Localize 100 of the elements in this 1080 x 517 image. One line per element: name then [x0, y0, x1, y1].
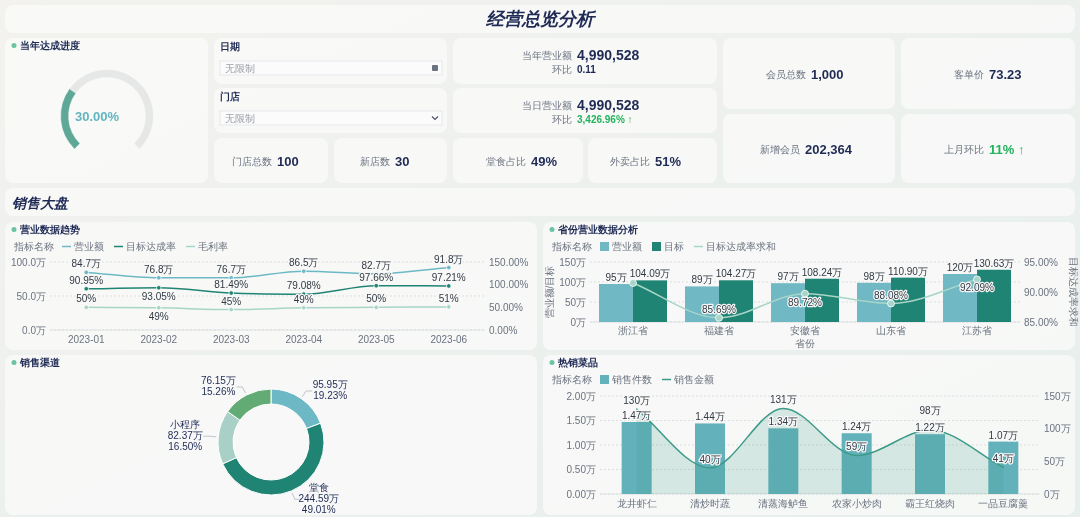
data-label: 1.34万 — [768, 416, 799, 428]
y2-tick-label: 100万 — [1044, 423, 1071, 435]
data-label: 49% — [293, 293, 314, 305]
data-label: 40万 — [699, 453, 721, 465]
x-tick-label: 2023-05 — [357, 334, 396, 345]
data-label: 108.24万 — [801, 266, 843, 278]
y-tick-label: 2.00万 — [566, 390, 596, 402]
y2-tick-label: 150.00% — [489, 256, 529, 268]
data-label: 49% — [148, 310, 169, 322]
data-label: 92.09% — [960, 282, 995, 294]
text: 4,990,528 — [577, 47, 640, 63]
y-axis-title: 营业额/目标 — [544, 265, 555, 319]
bar — [768, 428, 799, 494]
data-label: 45% — [221, 295, 242, 307]
x-tick-label: 2023-04 — [285, 334, 323, 345]
data-label: 97.21% — [431, 271, 466, 283]
data-label: 76.15万 15.26% — [200, 375, 236, 398]
text: 上月环比 — [944, 144, 984, 155]
text: 0.11 — [577, 64, 597, 75]
text: 堂食占比 — [486, 156, 526, 167]
data-label: 89.72% — [788, 296, 823, 308]
data-label: 76.7万 — [216, 263, 246, 275]
x-tick-label: 一品豆腐羹 — [978, 498, 1029, 509]
y2-tick-label: 50.00% — [489, 301, 524, 313]
bar — [633, 280, 667, 322]
bar — [599, 284, 633, 322]
bar — [621, 421, 652, 494]
point — [715, 313, 723, 322]
data-label: 88.08% — [874, 289, 909, 301]
y-tick-label: 1.50万 — [566, 415, 596, 426]
text: 日期 — [220, 41, 240, 52]
legend-label: 销售金额 — [673, 374, 714, 385]
y2-tick-label: 85.00% — [1024, 316, 1059, 328]
data-label: 98万 — [919, 404, 941, 416]
text: 销售渠道 — [19, 357, 61, 368]
data-label: 130万 — [623, 395, 651, 407]
chart-title: 热销菜品 — [557, 357, 598, 368]
x-tick-label: 福建省 — [704, 325, 734, 336]
x-tick-label: 山东省 — [876, 325, 906, 336]
text: 新店数 — [360, 156, 390, 167]
data-label: 82.7万 — [361, 259, 391, 271]
y2-tick-label: 0.00% — [489, 324, 518, 336]
x-tick-label: 2023-02 — [140, 334, 178, 345]
text: 新增会员 — [760, 144, 800, 155]
data-label: 93.05% — [141, 290, 176, 302]
data-label: 1.07万 — [988, 429, 1019, 441]
legend-title: 指标名称 — [551, 374, 592, 385]
text: 3,426.96% ↑ — [577, 114, 633, 125]
x-tick-label: 安徽省 — [790, 325, 820, 336]
text: 当日营业额 — [522, 100, 572, 111]
text: 30 — [395, 154, 410, 169]
legend-label: 目标 — [664, 241, 684, 252]
y-tick-label: 50.0万 — [16, 290, 46, 302]
text: 环比 — [552, 64, 572, 75]
data-label: 76.8万 — [144, 263, 174, 275]
y2-tick-label: 90.00% — [1024, 286, 1059, 298]
x-tick-label: 清蒸海鲈鱼 — [758, 498, 809, 509]
data-label: 50% — [366, 293, 387, 305]
text: 环比 — [552, 114, 572, 125]
data-label: 86.5万 — [289, 257, 319, 269]
bar — [915, 434, 945, 494]
data-label: 84.7万 — [71, 258, 101, 270]
legend-label: 目标达成率求和 — [706, 241, 776, 252]
x-tick-label: 江苏省 — [962, 325, 992, 336]
data-label: 130.63万 — [973, 257, 1015, 269]
data-label: 110.90万 — [888, 265, 928, 277]
slice-label: 堂食 — [308, 482, 329, 494]
data-label: 81.49% — [214, 279, 249, 291]
y-tick-label: 1.00万 — [566, 439, 596, 451]
y2-tick-label: 95.00% — [1024, 256, 1059, 268]
point — [629, 279, 637, 287]
text: 73.23 — [989, 67, 1022, 82]
data-label: 244.59万 49.01% — [298, 493, 340, 516]
y-tick-label: 100万 — [559, 276, 586, 288]
data-label: 104.27万 — [715, 268, 757, 280]
data-label: 85.69% — [702, 303, 737, 315]
y-tick-label: 50万 — [564, 296, 586, 308]
text: 无限制 — [225, 112, 255, 124]
legend-label: 销售件数 — [611, 374, 652, 385]
text: 门店 — [220, 91, 240, 102]
point — [801, 289, 809, 298]
text: 1,000 — [811, 67, 844, 82]
data-label: 50% — [76, 293, 97, 305]
text: 会员总数 — [766, 69, 806, 80]
y-tick-label: 0万 — [570, 316, 586, 328]
legend-label: 营业额 — [612, 241, 642, 252]
data-label: 1.44万 — [695, 411, 725, 423]
data-label: 104.09万 — [629, 268, 671, 280]
chart-title: 省份营业数据分析 — [557, 224, 638, 235]
text: 客单价 — [954, 69, 984, 80]
x-tick-label: 农家小炒肉 — [831, 498, 882, 509]
chart-title: 当年达成进度 — [20, 40, 80, 51]
slice-label: 小程序 — [170, 419, 201, 431]
chart-title: 营业数据趋势 — [19, 224, 80, 235]
y-tick-label: 0.0万 — [22, 324, 46, 336]
y2-axis-title: 目标达成率求和 — [1068, 257, 1079, 327]
text: 11% ↑ — [989, 142, 1025, 157]
data-label: 51% — [438, 292, 459, 304]
data-label: 95.95万 19.23% — [312, 379, 348, 402]
data-label: 95万 — [605, 272, 627, 283]
